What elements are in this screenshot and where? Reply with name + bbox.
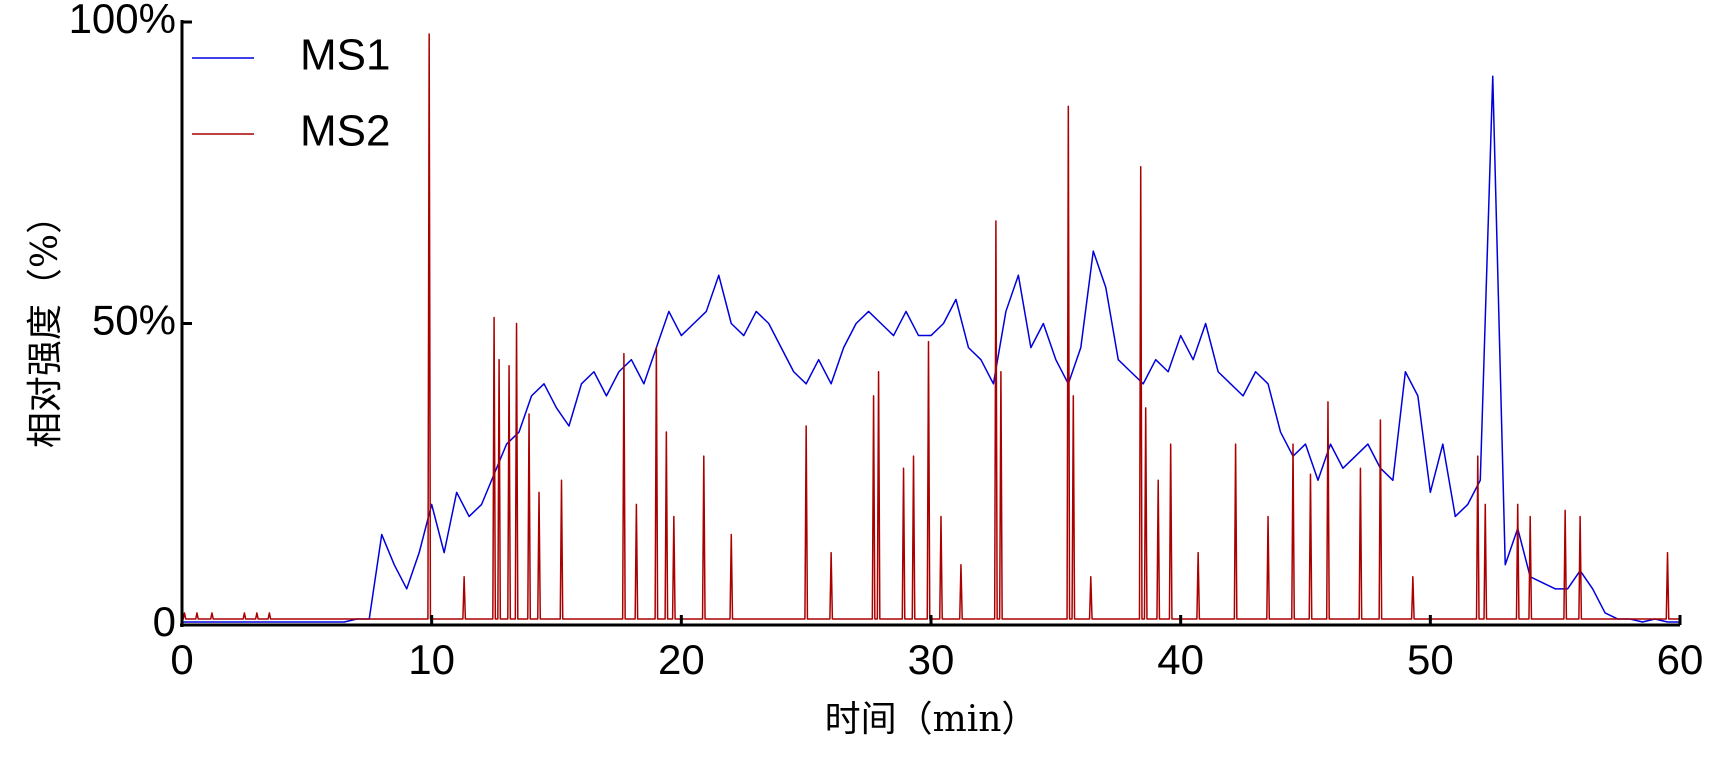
y-tick-label: 100% [69,0,176,42]
data-line [182,33,1680,620]
x-tick-label: 40 [1157,636,1204,683]
y-axis-label: 相对强度（%） [25,198,66,448]
x-tick-label: 20 [658,636,705,683]
x-tick-label: 50 [1407,636,1454,683]
x-tick-label: 60 [1657,636,1704,683]
x-axis-label: 时间（min） [825,699,1038,740]
legend-label: MS1 [300,31,390,80]
data-line [182,75,1680,623]
x-tick-label: 0 [170,636,193,683]
legend-label: MS2 [300,107,390,156]
x-tick-label: 30 [908,636,955,683]
y-tick-label: 50% [92,297,176,344]
x-tick-label: 10 [408,636,455,683]
y-tick-label: 0 [153,598,176,645]
